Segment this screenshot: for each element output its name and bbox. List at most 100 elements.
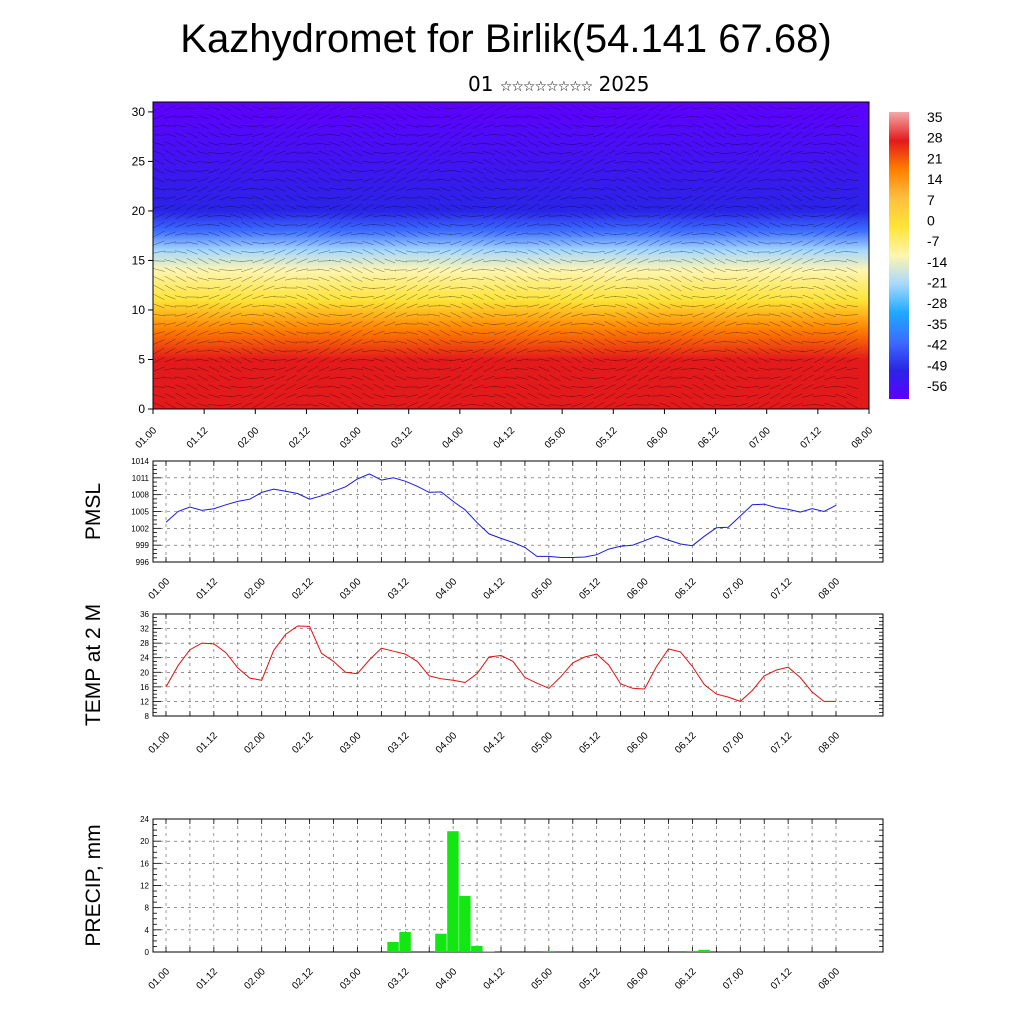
wind-vector <box>593 393 605 399</box>
wind-vector <box>296 113 308 121</box>
wind-vector <box>736 249 748 255</box>
wind-vector <box>186 286 198 290</box>
wind-vector <box>439 384 451 390</box>
wind-vector <box>802 394 814 398</box>
wind-vector <box>230 167 242 175</box>
wind-vector <box>307 348 319 354</box>
wind-vector <box>736 104 748 112</box>
wind-vector <box>241 124 253 128</box>
wind-vector <box>637 231 649 237</box>
wind-vector <box>351 392 363 400</box>
wind-vector <box>823 269 837 271</box>
wind-vector <box>428 285 440 291</box>
wind-vector <box>571 293 583 301</box>
wind-vector <box>527 312 539 318</box>
wind-vector <box>780 367 792 371</box>
wind-vector <box>791 114 803 120</box>
wind-vector <box>615 241 627 245</box>
wind-vector <box>813 113 825 121</box>
wind-vector <box>471 269 485 271</box>
wind-vector <box>615 204 627 210</box>
wind-vector <box>527 339 539 345</box>
wind-vector <box>615 383 627 391</box>
wind-vector <box>571 104 583 112</box>
wind-vector <box>769 266 781 274</box>
wind-vector <box>373 240 385 246</box>
wind-vector <box>538 141 550 147</box>
wind-vector <box>153 268 165 272</box>
wind-vector <box>648 277 660 281</box>
wind-vector <box>801 278 815 280</box>
wind-vector <box>274 349 286 353</box>
wind-vector <box>318 347 330 355</box>
wind-vector <box>296 231 308 237</box>
wind-vector <box>339 187 353 191</box>
wind-vector <box>494 347 506 355</box>
wind-vector <box>516 376 528 380</box>
wind-vector <box>747 331 759 335</box>
wind-vector <box>813 357 825 363</box>
wind-vector <box>626 303 638 309</box>
wind-vector <box>692 402 704 408</box>
wind-vector <box>428 169 440 173</box>
wind-vector <box>703 267 715 273</box>
wind-vector <box>471 341 485 343</box>
wind-vector <box>702 350 716 352</box>
wind-vector <box>549 176 561 184</box>
wind-vector <box>252 357 264 363</box>
wind-vector <box>285 311 297 319</box>
wind-vector <box>604 339 616 345</box>
wind-vector <box>285 106 297 110</box>
wind-vector <box>791 277 803 281</box>
wind-vector <box>703 330 715 336</box>
wind-vector <box>252 285 264 291</box>
wind-vector <box>604 159 616 165</box>
wind-vector <box>494 402 506 408</box>
wind-vector <box>197 340 209 344</box>
wind-vector <box>241 105 253 111</box>
wind-vector <box>681 195 693 201</box>
wind-vector <box>593 338 605 346</box>
wind-vector <box>208 268 220 272</box>
wind-vector <box>351 258 363 264</box>
minor-ticks <box>153 818 883 953</box>
wind-vector <box>670 196 682 200</box>
wind-vector <box>560 340 572 344</box>
wind-vector <box>241 177 253 183</box>
wind-vector <box>835 213 847 219</box>
x-tick-label: 02.00 <box>242 730 268 756</box>
wind-vector <box>691 170 705 172</box>
wind-vector <box>802 114 814 120</box>
wind-vector <box>461 122 473 130</box>
wind-vector <box>175 212 187 220</box>
wind-vector <box>780 223 792 227</box>
wind-vector <box>219 277 231 281</box>
wind-vector <box>262 179 276 181</box>
wind-vector <box>780 150 792 156</box>
wind-vector <box>538 214 550 218</box>
wind-vector <box>493 197 507 199</box>
wind-vector <box>428 149 440 157</box>
wind-vector <box>560 214 572 218</box>
wind-vector <box>527 186 539 192</box>
wind-vector <box>340 149 352 157</box>
wind-vector <box>395 385 407 389</box>
wind-vector <box>648 348 660 354</box>
wind-vector <box>384 132 396 138</box>
wind-vector <box>846 294 858 300</box>
wind-vector <box>208 331 220 335</box>
y-tick-label: 4 <box>145 926 150 935</box>
wind-vector <box>252 330 264 336</box>
wind-vector <box>626 311 638 319</box>
wind-vector <box>296 321 308 327</box>
wind-vector <box>846 204 858 210</box>
wind-vector <box>252 348 264 354</box>
wind-vector <box>703 114 715 120</box>
wind-vector <box>307 277 319 281</box>
wind-vector <box>747 213 759 219</box>
wind-vector <box>505 275 517 283</box>
wind-vector <box>801 215 815 217</box>
wind-vector <box>681 250 693 254</box>
wind-vector <box>274 383 286 391</box>
wind-vector <box>845 251 859 253</box>
